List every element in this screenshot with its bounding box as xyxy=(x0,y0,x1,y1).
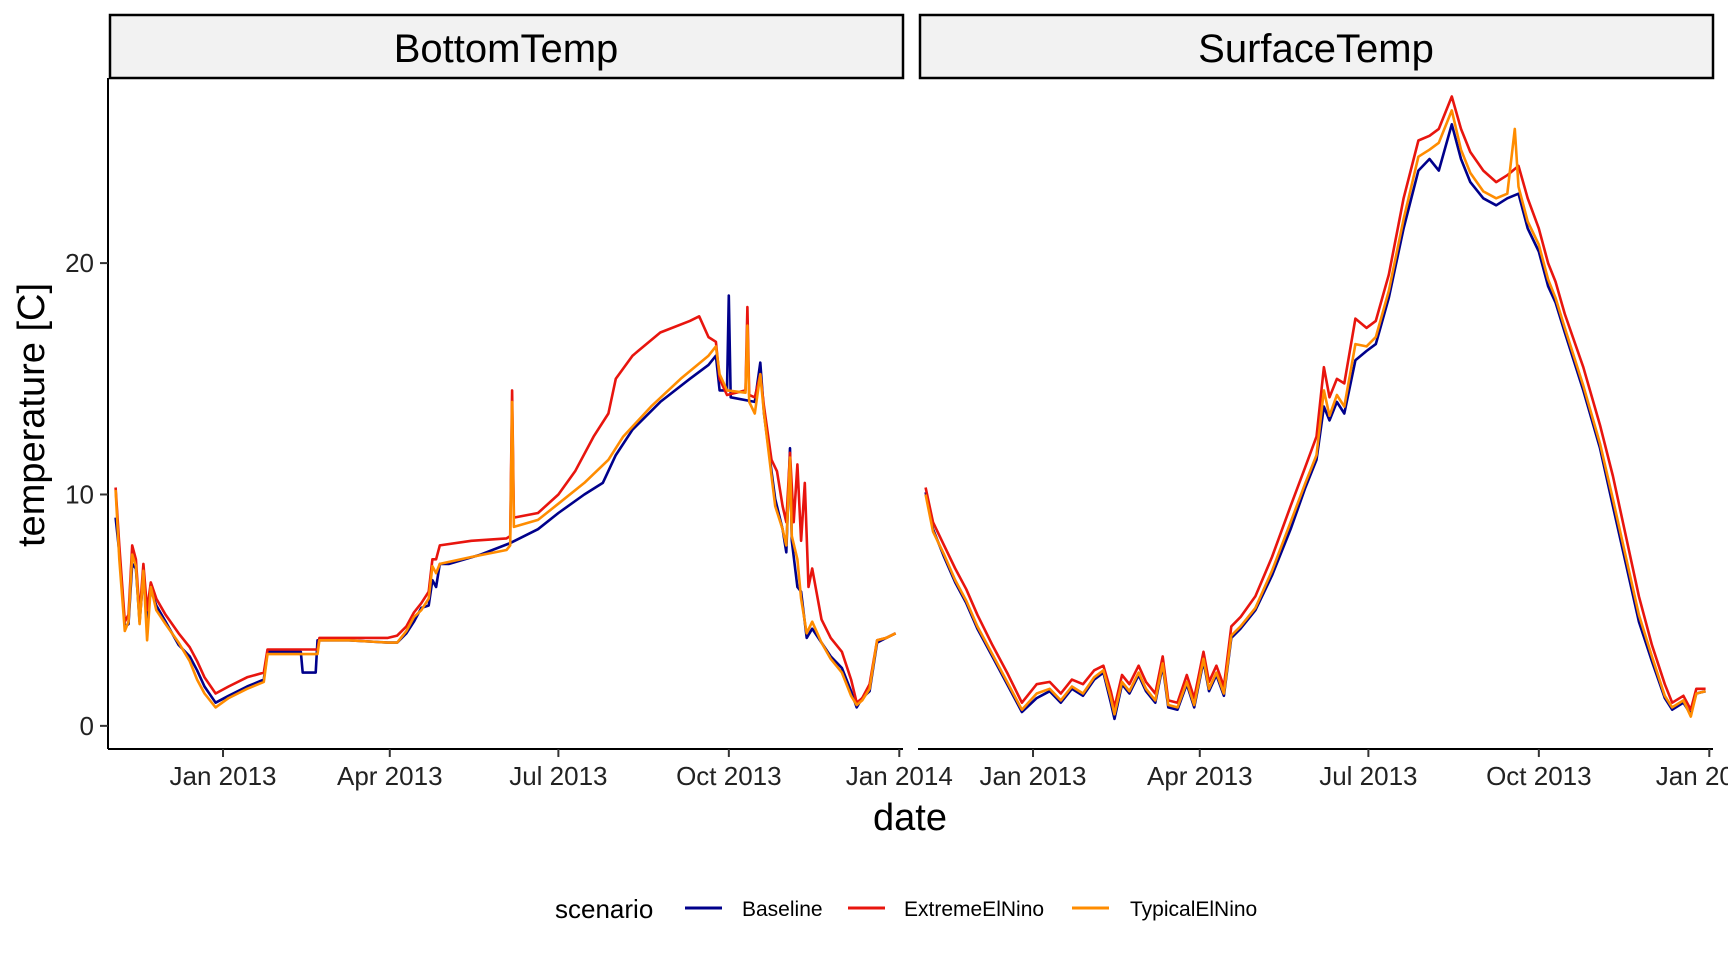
ticks-surfacetemp: Jan 2013 Apr 2013 Jul 2013 Oct 2013 Jan 2014 xyxy=(980,749,1728,791)
x-tick-label: Apr 2013 xyxy=(1147,761,1253,791)
series-line-extremeelnino xyxy=(114,305,897,704)
legend: scenario Baseline ExtremeElNino TypicalElN… xyxy=(555,894,1257,924)
strip-label-bottomtemp: BottomTemp xyxy=(394,27,619,71)
x-tick-label: Jul 2013 xyxy=(509,761,607,791)
x-tick-label: Apr 2013 xyxy=(337,761,443,791)
y-tick-label: 0 xyxy=(80,711,94,741)
x-tick-label: Oct 2013 xyxy=(1486,761,1592,791)
x-axis-title: date xyxy=(873,797,947,839)
lines-bottomtemp xyxy=(114,294,897,709)
x-tick-label: Jan 2014 xyxy=(1656,761,1728,791)
panel-bottomtemp: BottomTemp Jan 2013 Apr 2013 Jul 2013 Oct 2… xyxy=(107,13,953,791)
series-line-baseline xyxy=(114,294,897,709)
strip-surfacetemp xyxy=(918,13,1715,80)
y-tick-label: 10 xyxy=(65,479,94,509)
legend-title: scenario xyxy=(555,894,653,924)
x-tick-label: Oct 2013 xyxy=(676,761,782,791)
strip-bottomtemp xyxy=(108,13,905,80)
strip-label-surfacetemp: SurfaceTemp xyxy=(1198,27,1434,71)
y-tick-label: 20 xyxy=(65,248,94,278)
x-tick-label: Jan 2014 xyxy=(846,761,953,791)
y-axis-ticks: 0 10 20 xyxy=(65,248,108,741)
series-line-typicalelnino xyxy=(924,109,1706,718)
ticks-bottomtemp: Jan 2013 Apr 2013 Jul 2013 Oct 2013 Jan 2014 xyxy=(170,749,953,791)
y-axis-title: temperature [C] xyxy=(11,283,53,547)
series-line-extremeelnino xyxy=(924,95,1706,711)
legend-label-typicalelnino: TypicalElNino xyxy=(1130,898,1257,921)
legend-label-extremeelnino: ExtremeElNino xyxy=(904,898,1044,921)
x-tick-label: Jul 2013 xyxy=(1319,761,1417,791)
lines-surfacetemp xyxy=(924,95,1706,721)
legend-label-baseline: Baseline xyxy=(742,898,823,921)
series-line-baseline xyxy=(924,123,1706,721)
x-tick-label: Jan 2013 xyxy=(170,761,277,791)
series-line-typicalelnino xyxy=(114,324,897,709)
panel-surfacetemp: SurfaceTemp Jan 2013 Apr 2013 Jul 2013 Oct … xyxy=(918,13,1728,791)
x-tick-label: Jan 2013 xyxy=(980,761,1087,791)
